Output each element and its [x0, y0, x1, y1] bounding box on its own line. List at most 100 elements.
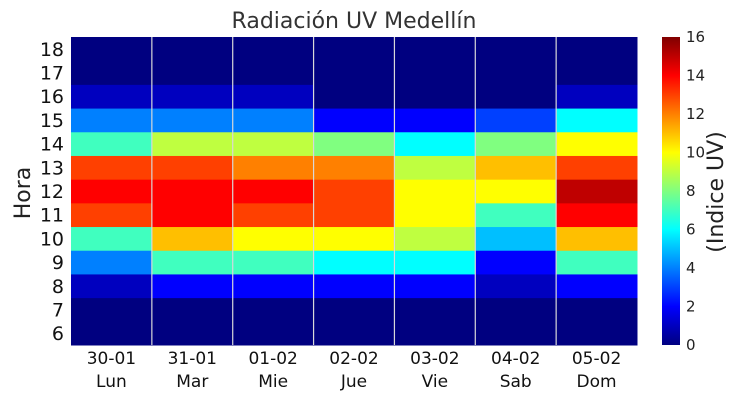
heatmap-cell — [556, 273, 638, 299]
heatmap-cell — [313, 250, 395, 275]
heatmap-cell — [151, 297, 234, 322]
colorbar-gradient — [662, 37, 680, 345]
heatmap-cell — [151, 84, 234, 109]
heatmap-cell — [151, 179, 234, 204]
heatmap-cell — [556, 202, 638, 228]
heatmap-cell — [313, 60, 395, 85]
x-tick-weekday: Mar — [176, 372, 208, 392]
y-tick-label: 8 — [52, 276, 64, 298]
heatmap-cell — [151, 202, 234, 228]
heatmap-cell — [151, 273, 234, 299]
x-tick-date: 02-02 — [329, 349, 378, 369]
heatmap-cell — [556, 155, 638, 180]
y-tick-label: 15 — [40, 110, 64, 132]
colorbar-tick-label: 4 — [686, 259, 696, 277]
heatmap-cell — [232, 179, 315, 204]
heatmap-cell — [71, 273, 153, 299]
y-tick-label: 18 — [40, 39, 64, 61]
colorbar-tick-label: 12 — [686, 105, 705, 123]
heatmap-cell — [475, 321, 557, 346]
x-tick-date: 30-01 — [87, 349, 136, 369]
heatmap-cell — [232, 60, 315, 85]
heatmap-cell — [71, 250, 153, 275]
heatmap-cells — [71, 37, 638, 346]
heatmap-cell — [475, 60, 557, 85]
heatmap-cell — [394, 108, 476, 133]
y-axis-label: Hora — [11, 167, 36, 220]
heatmap-cell — [151, 321, 234, 346]
y-tick-label: 13 — [40, 157, 64, 179]
heatmap-cell — [313, 202, 395, 228]
heatmap-cell — [71, 202, 153, 228]
colorbar-tick-label: 0 — [686, 336, 696, 354]
heatmap-cell — [475, 202, 557, 228]
heatmap-cell — [394, 179, 476, 204]
x-tick-date: 04-02 — [491, 349, 540, 369]
y-tick-label: 10 — [40, 228, 64, 250]
x-tick-weekday: Jue — [340, 372, 367, 392]
heatmap-cell — [313, 37, 395, 62]
colorbar-tick-label: 8 — [686, 182, 696, 200]
heatmap-cell — [394, 297, 476, 322]
colorbar: 0 2 4 6 8 10 12 14 16 — [662, 28, 705, 354]
colorbar-label: (Indice UV) — [704, 131, 729, 252]
heatmap-cell — [556, 84, 638, 109]
heatmap-cell — [556, 108, 638, 133]
heatmap-cell — [556, 60, 638, 85]
heatmap-cell — [313, 108, 395, 133]
heatmap-cell — [394, 60, 476, 85]
heatmap-cell — [313, 179, 395, 204]
colorbar-tick-label: 10 — [686, 144, 705, 162]
heatmap-cell — [71, 226, 153, 251]
heatmap-cell — [475, 37, 557, 62]
x-tick-date: 01-02 — [248, 349, 297, 369]
x-tick-date: 05-02 — [572, 349, 621, 369]
heatmap-cell — [394, 155, 476, 180]
heatmap-cell — [475, 108, 557, 133]
heatmap-cell — [556, 131, 638, 156]
heatmap-cell — [394, 226, 476, 251]
y-tick-label: 17 — [40, 63, 64, 85]
heatmap-cell — [151, 250, 234, 275]
colorbar-tick-label: 6 — [686, 221, 696, 239]
y-tick-label: 11 — [40, 205, 64, 227]
y-tick-label: 7 — [52, 299, 64, 321]
heatmap-cell — [394, 250, 476, 275]
heatmap-cell — [71, 37, 153, 62]
heatmap-cell — [556, 321, 638, 346]
y-tick-label: 9 — [52, 252, 64, 274]
heatmap-cell — [232, 273, 315, 299]
heatmap-cell — [394, 321, 476, 346]
heatmap-cell — [71, 84, 153, 109]
heatmap-cell — [394, 84, 476, 109]
heatmap-cell — [556, 297, 638, 322]
y-tick-label: 14 — [40, 134, 64, 156]
x-tick-weekday: Lun — [96, 372, 127, 392]
y-tick-label: 6 — [52, 323, 64, 345]
heatmap-cell — [151, 155, 234, 180]
heatmap-cell — [71, 155, 153, 180]
heatmap-cell — [556, 179, 638, 204]
heatmap-cell — [313, 297, 395, 322]
heatmap-cell — [475, 84, 557, 109]
heatmap-cell — [232, 226, 315, 251]
heatmap-cell — [232, 84, 315, 109]
y-tick-label: 16 — [40, 86, 64, 108]
heatmap-cell — [71, 60, 153, 85]
heatmap-cell — [394, 131, 476, 156]
heatmap-cell — [313, 84, 395, 109]
heatmap-cell — [394, 37, 476, 62]
heatmap-cell — [313, 226, 395, 251]
heatmap-cell — [151, 131, 234, 156]
heatmap-cell — [556, 37, 638, 62]
colorbar-tick-label: 16 — [686, 28, 705, 46]
heatmap-cell — [232, 131, 315, 156]
heatmap-cell — [313, 273, 395, 299]
heatmap-cell — [232, 202, 315, 228]
heatmap-cell — [232, 297, 315, 322]
heatmap-cell — [475, 250, 557, 275]
heatmap-cell — [313, 155, 395, 180]
x-tick-weekday: Dom — [577, 372, 617, 392]
heatmap-cell — [151, 226, 234, 251]
